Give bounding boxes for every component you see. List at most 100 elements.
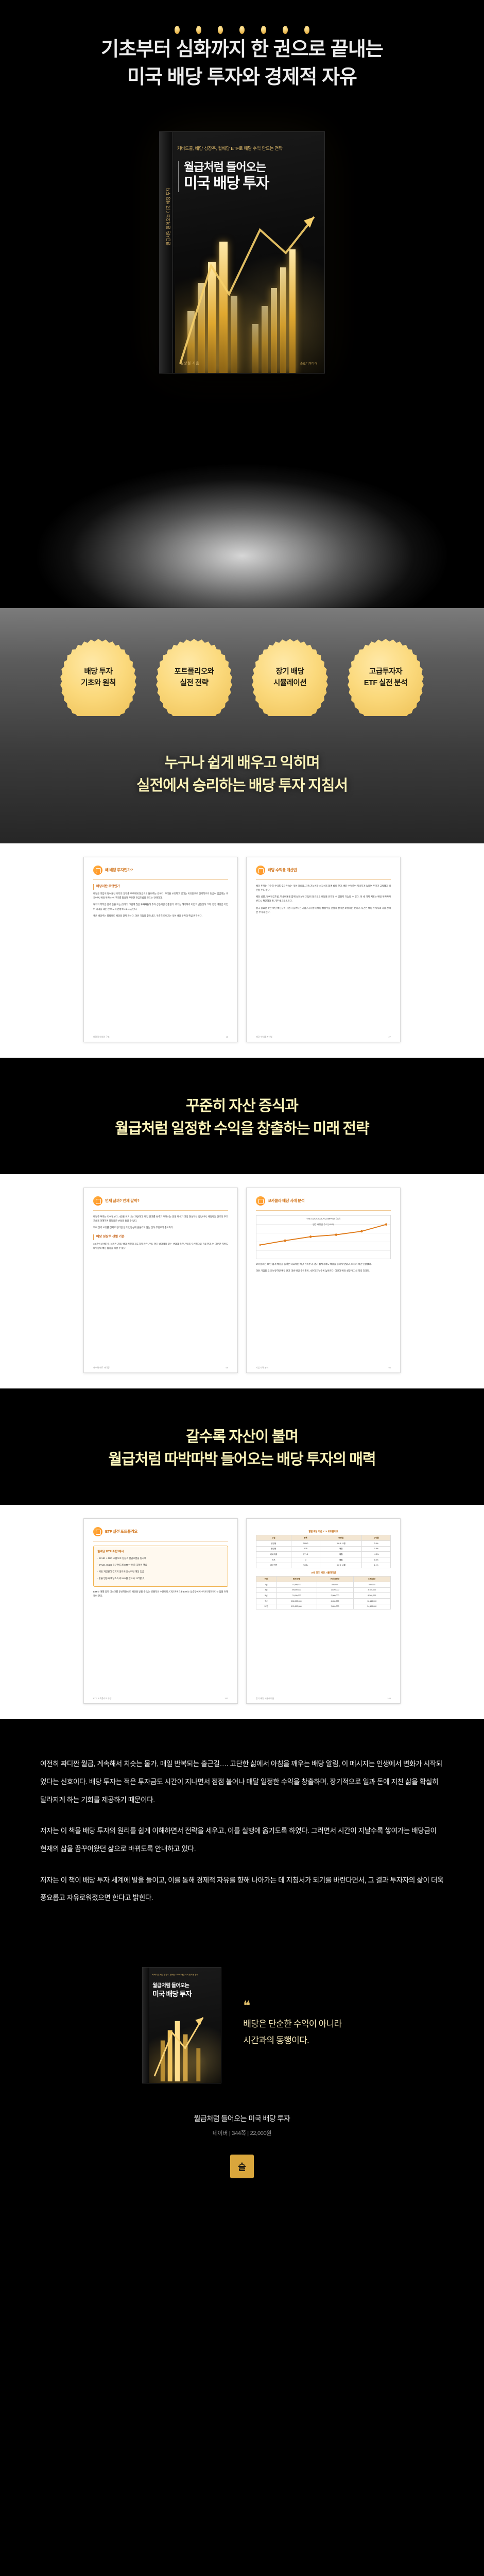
chart-subtitle: 연간 배당금 추이 (USD)	[312, 1223, 335, 1226]
closing-section: 커버드콜, 배당 성장주, 월배당 ETF로 매달 수익 만드는 전략 월급처럼…	[0, 1951, 484, 2083]
cell: 리츠	[256, 1557, 291, 1563]
table-header-cell: 연간 배당금	[316, 1576, 354, 1583]
page-heading: 코카콜라 배당 사례 분석	[268, 1198, 305, 1204]
tagline-line2: 실전에서 승리하는 배당 투자 지침서	[136, 777, 348, 794]
table-header-cell: 종목	[290, 1535, 321, 1541]
callout-item: · SCHD + JEPI 조합으로 성장과 현금흐름을 동시에	[97, 1556, 146, 1560]
book-showcase: 월급처럼 들어오는 미국 배당 투자 커버드콜, 배당 성장주, 월배당 ETF…	[0, 116, 484, 608]
callout-item: · QYLD, XYLD 등 커버드콜 ETF는 비중 조절이 핵심	[97, 1563, 147, 1566]
table-row: 3년 39,600,000 1,620,000 3,180,000	[256, 1587, 391, 1594]
cell: 성장형	[256, 1540, 291, 1547]
cell: 커버드콜	[256, 1551, 291, 1557]
description-section: 여전히 짜디짠 월급, 계속해서 치솟는 물가, 매일 반복되는 출근길…. 고…	[0, 1719, 484, 1952]
chart-plot-area	[260, 1223, 387, 1247]
page-footer-label: ETF 포트폴리오 구성	[93, 1697, 112, 1700]
hero-title-line2: 미국 배당 투자와 경제적 자유	[127, 66, 357, 88]
cell: 매월	[320, 1551, 362, 1557]
table-caption: 10년 장기 배당 시뮬레이션	[310, 1571, 336, 1574]
chapter-icon	[256, 1196, 265, 1206]
band3-line1: 갈수록 자산이 불며	[186, 1429, 299, 1446]
page-footer: ETF 포트폴리오 구성 152	[93, 1697, 228, 1700]
hero-title-line1: 기초부터 심화까지 한 권으로 끝내는	[101, 39, 384, 60]
cell: 3,180,000	[353, 1587, 391, 1594]
band2-line2: 월급처럼 일정한 수익을 창출하는 미래 전략	[115, 1121, 370, 1138]
cell: 10년	[256, 1603, 276, 1610]
badge-2-line2: 실전 전략	[180, 679, 209, 687]
gold-arrow-icon-small	[153, 2016, 204, 2081]
book-page-preview: 배당 수익률 계산법 배당 투자는 단순히 수익률 숫자만 보는 것이 아니라,…	[246, 857, 401, 1042]
cell: 현금형	[256, 1546, 291, 1552]
table-row: 7년 108,900,000 4,650,000 16,140,000	[256, 1598, 391, 1604]
cell: 480,000	[316, 1582, 354, 1588]
cell: O	[290, 1557, 321, 1563]
badge-3-line2: 시뮬레이션	[273, 679, 307, 687]
badge-2-line1: 포트폴리오와	[174, 667, 214, 676]
page-footer: 배당 수익률 계산법 27	[256, 1035, 391, 1039]
badge-item-1: 배당 투자 기초와 원칙	[60, 639, 136, 716]
page-paragraph: 10년 이상 배당을 늘려온 기업, 배당 성향이 과도하지 않은 기업, 경기…	[93, 1242, 228, 1249]
callout-item: · 배당 지급월이 겹치지 않도록 분산하면 매달 입금	[97, 1570, 144, 1573]
dot-icon	[261, 26, 266, 34]
table-row: 배당귀족 NOBL 3·6·9·12월 2.1%	[256, 1562, 391, 1569]
book-title-line2: 미국 배당 투자	[184, 175, 269, 192]
page-footer: 장기 배당 시뮬레이션 188	[256, 1697, 391, 1700]
preview-section-3: ETF 실전 포트폴리오 월배당 ETF 조합 예시 · SCHD + JEPI…	[0, 1505, 484, 1720]
page-heading-row: 배당 수익률 계산법	[256, 866, 391, 875]
cell: 1,620,000	[316, 1587, 354, 1594]
page-heading-row: ETF 실전 포트폴리오	[93, 1527, 228, 1537]
preview-row-3: ETF 실전 포트폴리오 월배당 ETF 조합 예시 · SCHD + JEPI…	[0, 1518, 484, 1704]
book-cover-small: 커버드콜, 배당 성장주, 월배당 ETF로 매달 수익 만드는 전략 월급처럼…	[142, 1967, 222, 2083]
page-heading: 배당 수익률 계산법	[268, 868, 297, 873]
page-paragraph: 배당 투자는 단순히 수익률 숫자만 보는 것이 아니라, 지속 가능성과 성장…	[256, 885, 391, 892]
divider	[256, 1210, 391, 1211]
preview-row-2: 언제 살까? 언제 팔까? 배당주 투자는 타이밍보다 시간을 이겨내는 과정이…	[0, 1188, 484, 1374]
table-row: 현금형 JEPI 매월 7.8%	[256, 1546, 391, 1552]
page-heading-row: 코카콜라 배당 사례 분석	[256, 1196, 391, 1206]
callout-title: 월배당 ETF 조합 예시	[97, 1550, 124, 1554]
table-caption: 월별 배당 지급 ETF 포트폴리오	[308, 1530, 338, 1533]
page-subheading: 배당 성장주 선별 기준	[93, 1234, 228, 1240]
cell: 34,500,000	[353, 1603, 391, 1610]
description-paragraph: 여전히 짜디짠 월급, 계속해서 치솟는 물가, 매일 반복되는 출근길…. 고…	[40, 1760, 442, 1804]
cell: 480,000	[353, 1582, 391, 1588]
cell: 39,600,000	[275, 1587, 317, 1594]
callout-item: · 환율 변동과 배당소득세 15%를 반드시 고려할 것	[97, 1577, 145, 1580]
cell: 16,140,000	[353, 1598, 391, 1604]
quote-line1: 배당은 단순한 수익이 아니라	[243, 2019, 342, 2029]
table-header-row: 구분 종목 배당월 수익률	[256, 1535, 391, 1541]
cell: 5년	[256, 1592, 276, 1599]
tagline-block: 누구나 쉽게 배우고 익히며 실전에서 승리하는 배당 투자 지침서	[0, 752, 484, 828]
chapter-icon	[93, 866, 102, 875]
cell: 매월	[320, 1557, 362, 1563]
page-footer-label: 기업 사례 분석	[256, 1366, 269, 1369]
dot-icon	[196, 26, 201, 34]
cell: 3·6·9·12월	[320, 1562, 362, 1569]
book-spine-small	[143, 1967, 150, 2083]
book-page-preview: 언제 살까? 언제 팔까? 배당주 투자는 타이밍보다 시간을 이겨내는 과정이…	[83, 1188, 238, 1374]
book-page-preview: 월별 배당 지급 ETF 포트폴리오 구분 종목 배당월 수익률 성장형 SCH…	[246, 1518, 401, 1704]
publisher-logo: 슬	[230, 2154, 254, 2178]
badge-4-line1: 고급투자자	[369, 667, 403, 676]
page-heading-row: 왜 배당 투자인가?	[93, 866, 228, 875]
dot-icon	[175, 26, 180, 34]
badges-section: 배당 투자 기초와 원칙 포트폴리오와 실전 전략 장기 배당 시뮬레이션 고급…	[0, 608, 484, 843]
dot-icon	[304, 26, 309, 34]
cell: 7,820,000	[316, 1603, 354, 1610]
promo-page: 기초부터 심화까지 한 권으로 끝내는 미국 배당 투자와 경제적 자유 월급처…	[0, 26, 484, 2199]
book-author: 김상철 지음	[180, 362, 200, 365]
footer-book-meta: 네이버 | 344쪽 | 22,000원	[212, 2130, 272, 2137]
page-footer-label: 배당의 원리와 구조	[93, 1035, 110, 1038]
footer-section: 월급처럼 들어오는 미국 배당 투자 네이버 | 344쪽 | 22,000원 …	[0, 2083, 484, 2199]
preview-section-1: 왜 배당 투자인가? 배당이란 무엇인가 배당은 기업이 벌어들인 이익의 일부…	[0, 843, 484, 1058]
cell: 2,980,000	[316, 1592, 354, 1599]
cell: NOBL	[290, 1562, 321, 1569]
book-subtitle-small: 커버드콜, 배당 성장주, 월배당 ETF로 매달 수익 만드는 전략	[152, 1973, 198, 1976]
dot-icon	[239, 26, 245, 34]
badge-1-line1: 배당 투자	[84, 667, 113, 676]
headline-band-2: 꾸준히 자산 증식과 월급처럼 일정한 수익을 창출하는 미래 전략	[0, 1058, 484, 1175]
divider	[93, 879, 228, 880]
cell: 매월	[320, 1546, 362, 1552]
table-header-cell: 연차	[256, 1576, 276, 1583]
badge-item-4: 고급투자자 ETF 실전 분석	[348, 639, 424, 716]
spotlight-glow	[0, 435, 484, 608]
